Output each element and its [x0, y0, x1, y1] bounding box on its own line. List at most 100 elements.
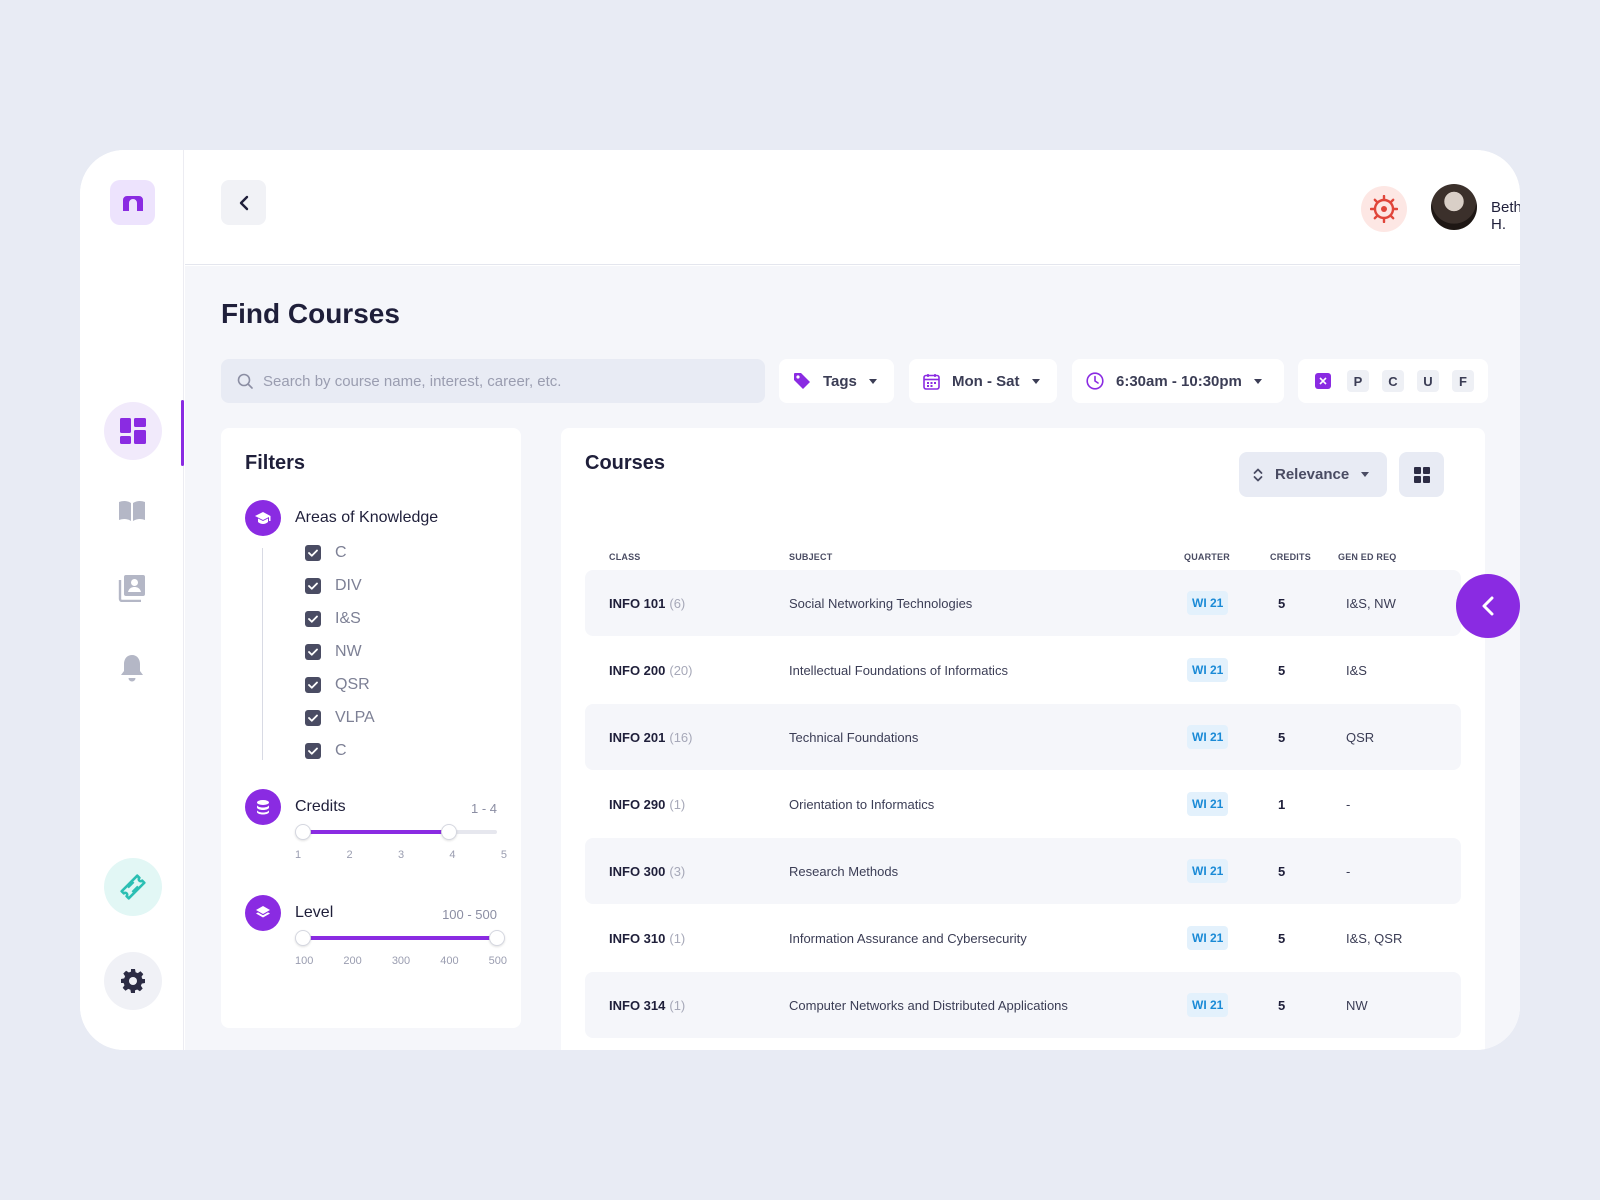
grade-option-u[interactable]: U [1417, 370, 1439, 392]
gen-ed-requirements: - [1346, 864, 1351, 879]
level-slider-max-handle[interactable] [489, 930, 505, 946]
course-code: INFO 101 (6) [609, 596, 685, 611]
tick-label: 400 [440, 955, 459, 967]
gen-ed-requirements: I&S, QSR [1346, 931, 1403, 946]
credits-slider-min-handle[interactable] [295, 824, 311, 840]
app-logo[interactable] [110, 180, 155, 225]
collapse-panel-button[interactable] [1456, 574, 1520, 638]
table-row[interactable]: INFO 201 (16) Technical Foundations WI 21 5 Q… [585, 704, 1461, 770]
chevron-left-icon [239, 195, 248, 210]
area-option[interactable]: C [305, 742, 347, 760]
course-subject: Information Assurance and Cybersecurity [789, 931, 1027, 946]
credits-slider[interactable] [295, 824, 497, 840]
area-option[interactable]: I&S [305, 610, 361, 628]
university-seal-icon [1370, 195, 1398, 223]
course-credits: 5 [1278, 663, 1286, 678]
tags-dropdown[interactable]: Tags [779, 359, 894, 403]
tag-icon [794, 373, 810, 389]
user-name[interactable]: Beth H. [1491, 199, 1520, 233]
quarter-badge: WI 21 [1187, 859, 1229, 883]
sidebar-item-registration[interactable] [104, 858, 162, 916]
course-subject: Research Methods [789, 864, 899, 879]
sort-label: Relevance [1275, 466, 1350, 483]
checkbox[interactable] [305, 578, 321, 594]
column-header-subject[interactable]: Subject [789, 552, 833, 562]
tree-connector [262, 548, 263, 760]
university-logo[interactable] [1361, 186, 1407, 232]
table-row[interactable]: INFO 101 (6) Social Networking Technologie… [585, 570, 1461, 636]
grade-option-p[interactable]: P [1347, 370, 1369, 392]
gen-ed-requirements: I&S, NW [1346, 596, 1396, 611]
sidebar-item-settings[interactable] [104, 952, 162, 1010]
area-option[interactable]: QSR [305, 676, 370, 694]
sort-icon [1253, 468, 1263, 481]
area-option[interactable]: VLPA [305, 709, 375, 727]
course-code-text: INFO 201 [609, 730, 666, 745]
checkbox[interactable] [305, 743, 321, 759]
area-option-label: C [335, 742, 347, 759]
area-option-label: C [335, 544, 347, 561]
table-row[interactable]: INFO 314 (1) Computer Networks and Distrib… [585, 972, 1461, 1038]
search-bar[interactable] [221, 359, 765, 403]
checkbox[interactable] [305, 710, 321, 726]
sidebar-item-notifications[interactable] [114, 650, 150, 686]
search-input[interactable] [263, 372, 743, 390]
grid-view-button[interactable] [1399, 452, 1444, 497]
graduation-cap-icon [245, 500, 281, 536]
level-slider[interactable] [295, 930, 505, 946]
grade-option-c[interactable]: C [1382, 370, 1404, 392]
quarter-badge: WI 21 [1187, 926, 1229, 950]
area-option[interactable]: NW [305, 643, 362, 661]
coins-icon [245, 789, 281, 825]
course-code: INFO 201 (16) [609, 730, 692, 745]
contacts-icon [118, 575, 145, 602]
time-dropdown[interactable]: 6:30am - 10:30pm [1072, 359, 1284, 403]
tick-label: 4 [449, 849, 456, 861]
sort-dropdown[interactable]: Relevance [1239, 452, 1387, 497]
sidebar-item-dashboard[interactable] [104, 402, 162, 460]
checkbox[interactable] [305, 677, 321, 693]
checkmark-icon [308, 549, 318, 557]
level-slider-min-handle[interactable] [295, 930, 311, 946]
gen-ed-requirements: NW [1346, 998, 1368, 1013]
caret-down-icon [1361, 472, 1370, 477]
table-row[interactable]: INFO 310 (1) Information Assurance and Cyb… [585, 905, 1461, 971]
table-row[interactable]: INFO 200 (20) Intellectual Foundations of … [585, 637, 1461, 703]
table-row[interactable]: INFO 290 (1) Orientation to Informatics WI … [585, 771, 1461, 837]
column-header-class[interactable]: Class [609, 552, 641, 562]
tick-label: 1 [295, 849, 302, 861]
credits-label: Credits [295, 798, 346, 815]
checkbox[interactable] [305, 611, 321, 627]
column-header-credits[interactable]: Credits [1270, 552, 1311, 562]
area-option-label: QSR [335, 676, 370, 693]
quarter-badge: WI 21 [1187, 658, 1229, 682]
checkmark-icon [308, 747, 318, 755]
credits-slider-max-handle[interactable] [440, 824, 457, 840]
quarter-badge: WI 21 [1187, 725, 1229, 749]
column-header-quarter[interactable]: Quarter [1184, 552, 1230, 562]
area-option[interactable]: DIV [305, 577, 362, 595]
column-header-gen-ed[interactable]: Gen Ed Req [1338, 552, 1397, 562]
clear-grades-button[interactable] [1315, 373, 1331, 389]
user-avatar[interactable] [1431, 184, 1477, 230]
credits-slider-fill [303, 830, 449, 834]
quarter-badge: WI 21 [1187, 993, 1229, 1017]
days-dropdown[interactable]: Mon - Sat [909, 359, 1057, 403]
back-button[interactable] [221, 180, 266, 225]
sidebar-item-catalog[interactable] [114, 493, 150, 529]
course-code-text: INFO 101 [609, 596, 666, 611]
credits-range-value: 1 - 4 [470, 801, 497, 816]
table-row[interactable]: INFO 300 (3) Research Methods WI 21 5 - [585, 838, 1461, 904]
section-count: (6) [669, 596, 686, 611]
area-option[interactable]: C [305, 544, 347, 562]
app-logo-icon [122, 195, 143, 211]
section-count: (1) [669, 797, 686, 812]
gen-ed-requirements: - [1346, 797, 1351, 812]
sidebar-item-profile[interactable] [114, 570, 150, 606]
grade-option-f[interactable]: F [1452, 370, 1474, 392]
courses-panel: Courses Relevance Class Subject Quarter … [561, 428, 1485, 1050]
tick-label: 5 [500, 849, 507, 861]
checkbox[interactable] [305, 545, 321, 561]
checkbox[interactable] [305, 644, 321, 660]
level-label: Level [295, 904, 334, 921]
